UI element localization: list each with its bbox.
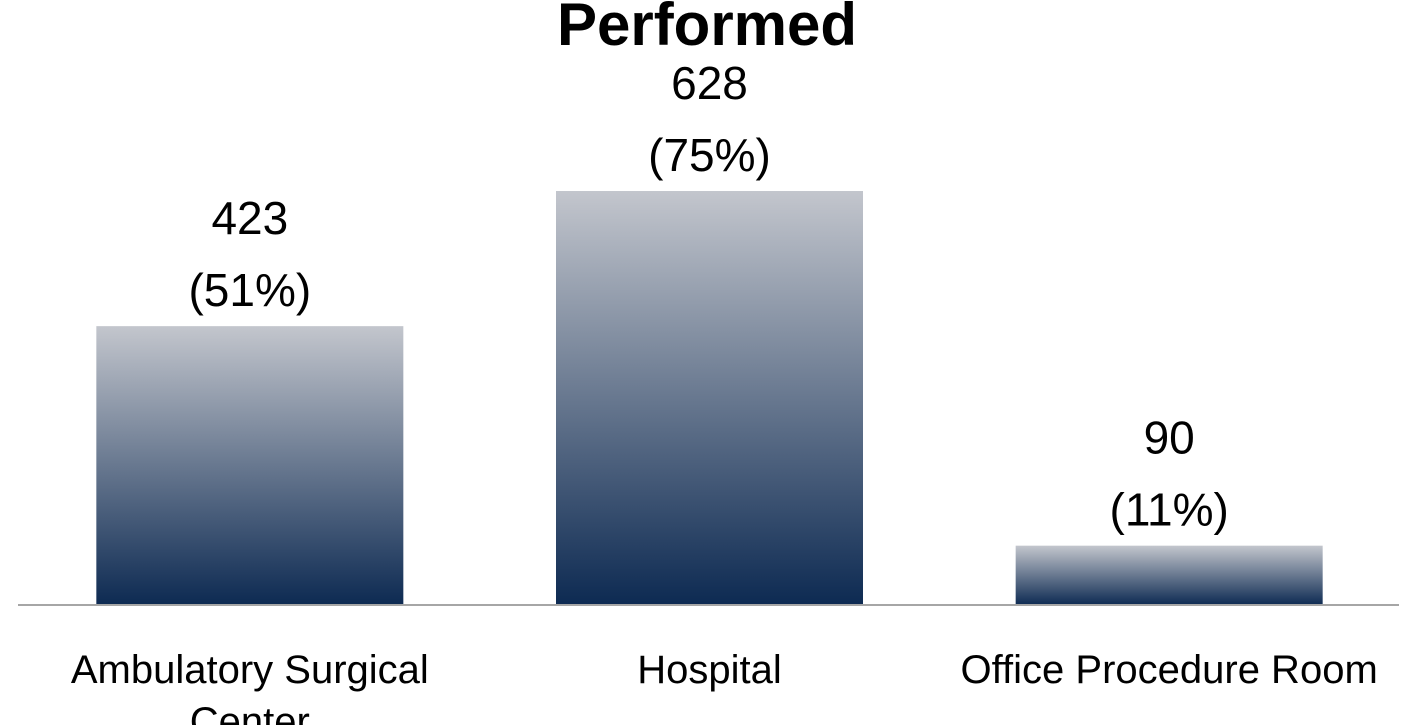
bar	[1015, 545, 1323, 605]
data-label: 90 (11%)	[1110, 412, 1229, 536]
data-label-line: (11%)	[1110, 484, 1229, 536]
data-label-line: (75%)	[648, 129, 771, 181]
data-label-line: (51%)	[188, 264, 311, 316]
x-tick-label: Ambulatory Surgical Center	[70, 648, 429, 725]
data-label: 423 (51%)	[188, 192, 311, 316]
data-label: 628 (75%)	[648, 57, 771, 181]
x-tick-label: Hospital	[637, 648, 782, 692]
bar	[556, 191, 863, 605]
data-label-line: 423	[211, 192, 288, 244]
x-tick-label: Office Procedure Room	[960, 648, 1378, 692]
chart-title: Performed	[557, 0, 857, 58]
data-label-line: 90	[1144, 412, 1195, 464]
bar	[96, 326, 404, 605]
data-label-line: 628	[671, 57, 748, 109]
